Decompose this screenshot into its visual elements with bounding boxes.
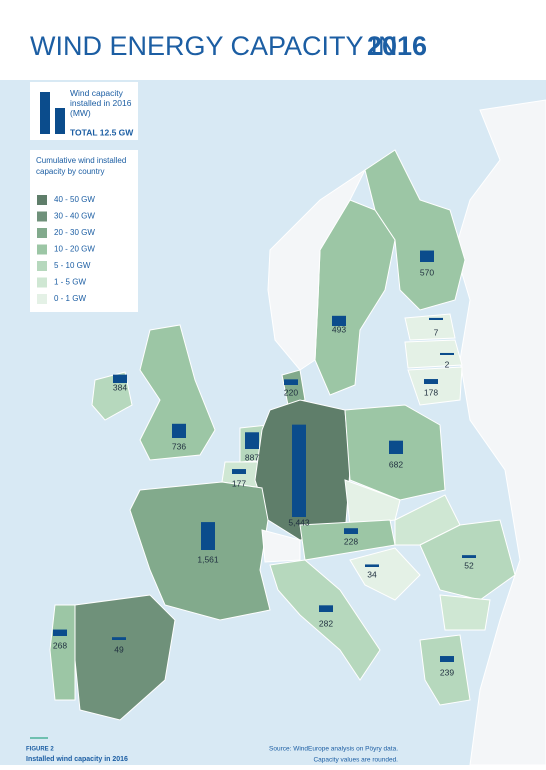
footer: FIGURE 2 Installed wind capacity in 2016… <box>26 737 398 764</box>
capacity-label: 228 <box>344 536 358 546</box>
capacity-label: 384 <box>113 382 127 392</box>
capacity-label: 736 <box>172 441 186 451</box>
capacity-bar <box>440 656 454 662</box>
capacity-bar <box>420 250 434 262</box>
capacity-label: 34 <box>367 569 377 579</box>
legend-box <box>30 150 138 312</box>
capacity-bar <box>365 564 379 567</box>
capacity-label: 239 <box>440 667 454 677</box>
uk <box>139 324 216 461</box>
italy <box>269 559 381 681</box>
land <box>49 99 546 766</box>
lithuania <box>407 366 463 406</box>
legend-item-label: 30 - 40 GW <box>54 212 95 221</box>
capacity-bar <box>319 605 333 612</box>
greece <box>419 634 471 706</box>
source: Source: WindEurope analysis on Pöyry dat… <box>269 746 398 753</box>
capacity-bar <box>292 424 306 517</box>
legend-bar-icon <box>55 108 65 134</box>
capacity-bar <box>284 379 298 385</box>
capacity-bar <box>429 317 443 320</box>
legend-item-label: 1 - 5 GW <box>54 278 86 287</box>
capacity-label: 1,561 <box>197 554 219 564</box>
capacity-label: 177 <box>232 478 246 488</box>
legend-swatch <box>37 211 47 222</box>
capacity-label: 570 <box>420 267 434 277</box>
capacity-label: 268 <box>53 640 67 650</box>
title-text: WIND ENERGY CAPACITY IN <box>30 31 398 61</box>
legend-total: TOTAL 12.5 GW <box>70 127 134 137</box>
capacity-label: 5,443 <box>288 517 310 527</box>
title-year: 2016 <box>367 31 427 61</box>
capacity-bar <box>112 637 126 640</box>
legend-item-label: 20 - 30 GW <box>54 228 95 237</box>
spain <box>74 594 176 721</box>
legend-title-text: Cumulative wind installed capacity by co… <box>36 156 127 176</box>
capacity-label: 7 <box>434 327 439 337</box>
capacity-label: 178 <box>424 387 438 397</box>
capacity-bar <box>172 423 186 438</box>
bars: 570 493 7 2 178 220 384 736 887 177 5,443 682 1,561 2… <box>53 250 476 677</box>
title: WIND ENERGY CAPACITY IN 2016 <box>30 31 427 61</box>
legend-swatch <box>37 195 47 205</box>
denmark <box>281 369 306 406</box>
estonia <box>404 313 456 341</box>
legend-swatch <box>37 228 47 238</box>
ireland <box>91 371 133 421</box>
figure-label: FIGURE 2 <box>26 747 54 753</box>
legend-swatch <box>37 244 47 255</box>
capacity-label: 49 <box>114 644 124 654</box>
legend-item-label: 40 - 50 GW <box>54 195 95 204</box>
capacity-bar <box>245 432 259 449</box>
legend-item-label: 10 - 20 GW <box>54 245 95 254</box>
bulgaria <box>439 594 491 631</box>
capacity-label: 52 <box>464 560 474 570</box>
note: Capacity values are rounded. <box>313 757 398 764</box>
capacity-label: 282 <box>319 618 333 628</box>
capacity-bar <box>113 374 127 383</box>
legend-item-label: 0 - 1 GW <box>54 294 86 303</box>
figure-caption: Installed wind capacity in 2016 <box>26 756 128 763</box>
legend-title: Cumulative wind installed capacity by co… <box>36 156 127 176</box>
capacity-bar <box>53 629 67 636</box>
capacity-bar <box>232 469 246 474</box>
legend-swatch <box>37 277 47 288</box>
croatia <box>349 547 421 601</box>
latvia <box>404 339 463 369</box>
capacity-bar <box>332 315 346 326</box>
france <box>129 481 271 621</box>
capacity-bar <box>440 352 454 355</box>
capacity-bar <box>424 379 438 384</box>
legend-swatch <box>37 294 47 304</box>
capacity-bar <box>389 440 403 454</box>
class-legend: Cumulative wind installed capacity by co… <box>30 150 138 312</box>
capacity-label: 682 <box>389 459 403 469</box>
legend-item-label: 5 - 10 GW <box>54 261 91 270</box>
capacity-label: 887 <box>245 452 259 462</box>
capacity-bar <box>462 555 476 558</box>
capacity-label: 493 <box>332 324 346 334</box>
romania <box>419 519 516 601</box>
capacity-label: 220 <box>284 387 298 397</box>
legend-swatch <box>37 261 47 271</box>
capacity-label: 2 <box>445 359 450 369</box>
capacity-bar <box>344 528 358 534</box>
switzerland <box>261 529 301 563</box>
header-band <box>0 0 546 80</box>
legend-label: Wind capacity installed in 2016 (MW) <box>70 88 132 118</box>
bar-legend: Wind capacity installed in 2016 (MW) TOT… <box>30 82 138 140</box>
legend-bar-icon <box>40 92 50 134</box>
portugal <box>49 604 76 701</box>
capacity-bar <box>201 522 215 550</box>
legend-label-text: Wind capacity installed in 2016 (MW) <box>70 88 132 118</box>
norway <box>267 168 367 371</box>
